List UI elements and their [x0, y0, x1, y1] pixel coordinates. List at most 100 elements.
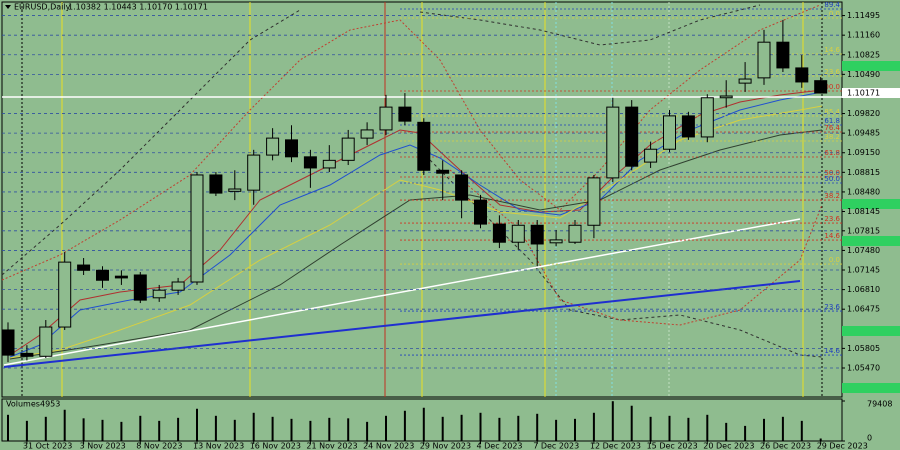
envelope-line	[419, 4, 761, 46]
price-tag	[842, 61, 900, 71]
y-tick-label: 79408	[867, 400, 892, 409]
candle-body	[266, 137, 280, 156]
envelope-line	[1, 4, 821, 281]
volume-bar	[800, 420, 803, 441]
candle-body	[77, 264, 91, 271]
candle-body	[58, 261, 72, 328]
volume-bar	[668, 415, 671, 441]
candle-body	[738, 78, 752, 84]
envelope-line	[429, 159, 823, 358]
y-tick-label: 1.11160	[847, 31, 880, 40]
y-tick-label: 0	[867, 434, 872, 443]
y-tick-label: 1.10825	[847, 50, 880, 59]
y-tick-label: 1.08815	[847, 168, 880, 177]
volume-bar	[63, 409, 66, 441]
y-tick-label: 1.06475	[847, 305, 880, 314]
candle-body	[171, 281, 185, 291]
indicators	[1, 4, 823, 360]
candle-body	[700, 97, 714, 138]
fib-label: 0.0	[829, 10, 840, 18]
price-tag	[842, 88, 900, 99]
x-tick-label: 16 Nov 2023	[250, 442, 301, 450]
x-tick-label: 29 Dec 2023	[817, 442, 868, 450]
y-tick-label: 1.05470	[847, 363, 880, 372]
x-tick-label: 31 Oct 2023	[23, 442, 72, 450]
fib-label: 23.6	[824, 68, 840, 76]
y-tick-label: 1.07145	[847, 266, 880, 275]
y-tick-label: 1.07815	[847, 226, 880, 235]
fib-label: 14.6	[824, 46, 840, 54]
x-tick-label: 12 Dec 2023	[590, 442, 641, 450]
candle-body	[530, 224, 544, 245]
candle-body	[379, 106, 393, 131]
volume-bar	[744, 425, 747, 441]
current-price: 1.10171	[847, 89, 880, 98]
x-tick-label: 7 Dec 2023	[533, 442, 579, 450]
candle-body	[228, 188, 242, 192]
volume-bar	[328, 417, 331, 441]
fib-label: 23.6	[824, 215, 840, 223]
x-tick-label: 13 Nov 2023	[193, 442, 244, 450]
volume-bar	[196, 408, 198, 441]
volume-bar	[536, 413, 539, 441]
fib-label: 38.2	[824, 133, 840, 141]
x-tick-label: 3 Nov 2023	[80, 442, 126, 450]
y-tick-label: 1.08480	[847, 187, 880, 196]
price-tag	[842, 383, 900, 393]
volume-bar	[347, 418, 350, 441]
fib-label: 0.0	[829, 256, 840, 264]
x-tick-label: 29 Nov 2023	[420, 442, 471, 450]
trend-line	[3, 218, 801, 366]
volume-bar	[819, 438, 822, 441]
price-tag	[842, 199, 900, 209]
candle-body	[681, 115, 695, 138]
candle-body	[303, 156, 317, 169]
y-tick-label: 1.05805	[847, 344, 880, 353]
volume-title: Volumes	[6, 400, 40, 409]
candle-body	[190, 174, 204, 283]
y-tick-label: 1.07480	[847, 246, 880, 255]
volume-bar	[649, 416, 652, 441]
volume-bar	[233, 419, 236, 441]
volume-bar	[101, 419, 104, 441]
candle-body	[625, 106, 639, 167]
volume-bar	[82, 418, 85, 441]
volume-bar	[422, 407, 425, 441]
volume-bar	[271, 416, 274, 441]
y-tick-label: 1.10490	[847, 70, 880, 79]
quote: 1.10382 1.10443 1.10170 1.10171	[68, 3, 208, 12]
trend-line	[3, 280, 801, 368]
volume-bar	[630, 405, 633, 441]
candle-body	[285, 139, 298, 158]
fib-label: 50.0	[824, 169, 840, 177]
volume-bar	[517, 415, 520, 441]
volume-bar	[441, 416, 444, 441]
volume-bar	[687, 417, 690, 441]
volume-bar	[611, 401, 614, 441]
candle-body	[795, 67, 809, 83]
axes: 1.11495 1.11160 1.10825 1.10490 1.09820 1.094…	[23, 11, 900, 450]
volume-bar	[725, 422, 728, 441]
volume-bars	[7, 401, 822, 441]
fib-label: 14.6	[824, 232, 840, 240]
candle-body	[814, 80, 828, 94]
y-tick-label: 1.08145	[847, 207, 880, 216]
volume-bar	[7, 414, 9, 441]
candle-body	[360, 129, 374, 139]
x-tick-label: 15 Dec 2023	[647, 442, 698, 450]
fib-label: 14.6	[824, 347, 840, 355]
menu-icon[interactable]	[5, 5, 11, 9]
candle-body	[455, 174, 469, 201]
candle-body	[568, 224, 582, 243]
volume-bar	[44, 416, 47, 441]
x-tick-label: 24 Nov 2023	[363, 442, 414, 450]
candle-body	[776, 41, 790, 69]
volume-bar	[781, 416, 784, 441]
volume-bar	[763, 418, 765, 441]
grid	[2, 15, 842, 369]
x-tick-label: 4 Dec 2023	[477, 442, 523, 450]
candle-body	[492, 223, 506, 243]
volume-bar	[498, 417, 501, 441]
